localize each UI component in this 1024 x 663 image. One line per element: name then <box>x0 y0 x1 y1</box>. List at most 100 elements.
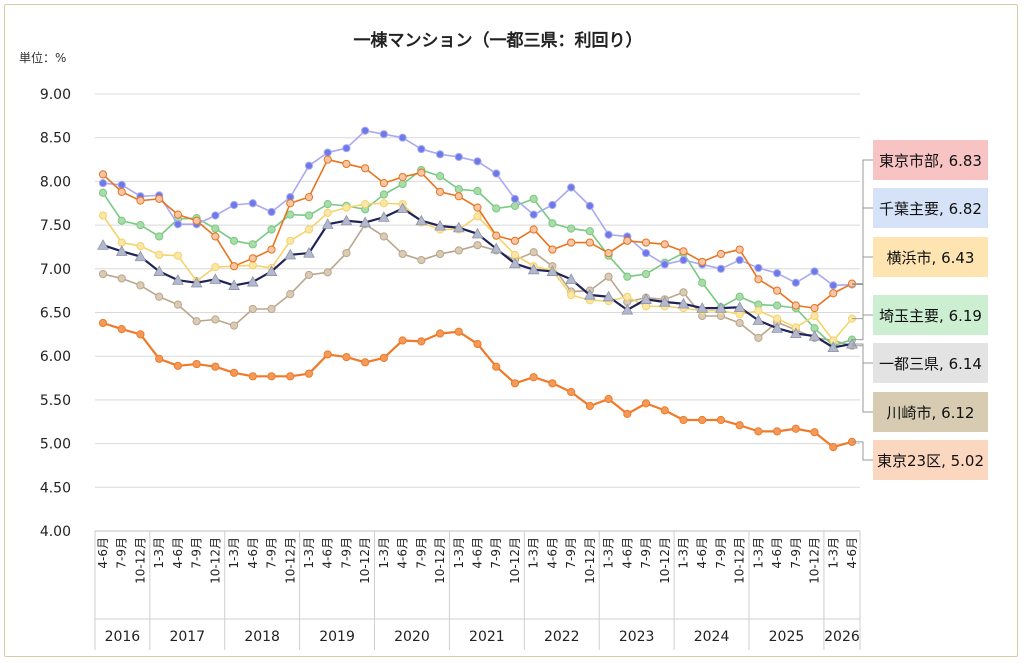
data-point <box>173 361 182 370</box>
x-tick-label: 1-3月 <box>602 537 616 569</box>
x-tick-label: 10-12月 <box>433 537 447 584</box>
data-point <box>565 273 578 284</box>
data-point <box>211 211 220 220</box>
data-point <box>529 225 538 234</box>
data-point <box>304 369 314 378</box>
data-point <box>117 187 126 196</box>
data-point <box>604 394 613 404</box>
data-point <box>548 219 557 228</box>
data-point <box>248 304 257 314</box>
data-point <box>286 372 295 381</box>
data-point <box>379 353 388 363</box>
x-tick-label: 4-6月 <box>620 537 634 569</box>
legend-box <box>873 237 988 277</box>
data-point <box>323 155 332 164</box>
data-point <box>229 368 239 377</box>
data-point <box>473 212 482 221</box>
chart-title: 一棟マンション（一都三県：利回り） <box>354 30 643 51</box>
x-tick-label: 7-9月 <box>339 537 353 569</box>
data-point <box>136 241 145 251</box>
x-tick-label: 7-9月 <box>265 537 279 569</box>
data-point <box>211 315 220 324</box>
data-point <box>286 236 295 245</box>
legend-label: 千葉主要, 6.82 <box>879 200 982 218</box>
x-tick-label: 1-3月 <box>377 537 391 569</box>
data-point <box>641 399 651 408</box>
data-point <box>735 245 744 254</box>
data-point <box>435 187 445 196</box>
data-point <box>623 236 632 245</box>
data-point <box>415 214 428 226</box>
data-point <box>377 211 390 222</box>
data-point <box>211 362 220 371</box>
data-point <box>98 318 108 328</box>
data-point <box>228 279 240 290</box>
data-point <box>490 242 503 254</box>
data-point <box>342 144 351 153</box>
x-tick-label: 1-3月 <box>302 537 316 569</box>
data-point <box>417 144 426 154</box>
data-point <box>827 341 840 353</box>
data-point <box>229 200 239 210</box>
data-point <box>791 301 800 310</box>
data-point <box>660 240 669 249</box>
legend-label: 川崎市, 6.12 <box>887 404 975 422</box>
data-point <box>567 183 576 192</box>
x-tick-label: 4-6月 <box>471 537 485 569</box>
data-point <box>303 247 315 258</box>
data-point <box>810 311 819 321</box>
data-point <box>229 262 239 271</box>
data-point <box>602 290 615 302</box>
data-point <box>155 354 164 363</box>
legend-leader-line <box>852 314 873 341</box>
chart-frame: 一棟マンション（一都三県：利回り） 単位：% 9.00 8.50 8.00 7.50 7… <box>4 4 1018 657</box>
year-label: 2016 <box>105 629 141 645</box>
data-point <box>454 192 463 201</box>
data-point <box>585 227 594 236</box>
data-point <box>136 281 145 290</box>
legend-label: 横浜市, 6.43 <box>887 249 975 267</box>
x-tick-label: 7-9月 <box>789 537 803 569</box>
data-point <box>754 333 763 342</box>
data-point <box>435 249 445 259</box>
data-point <box>698 415 707 425</box>
legend-leader-line <box>852 256 873 320</box>
data-point <box>583 288 596 300</box>
legend-label: 一都三県, 6.14 <box>879 355 982 373</box>
y-tick-label: 8.50 <box>40 131 71 147</box>
data-point <box>473 339 482 349</box>
legend-box <box>873 140 988 180</box>
data-point <box>323 148 332 157</box>
x-tick-label: 4-6月 <box>545 537 559 569</box>
data-point <box>716 415 726 425</box>
data-point <box>398 249 407 259</box>
data-point <box>492 169 501 178</box>
x-tick-label: 4-6月 <box>96 537 110 569</box>
data-point <box>791 278 800 287</box>
data-point <box>342 248 351 258</box>
data-point <box>97 239 109 250</box>
y-tick-label: 4.00 <box>40 524 71 540</box>
data-point <box>473 186 482 196</box>
data-point <box>211 262 220 272</box>
legend-box <box>873 392 988 432</box>
data-point <box>473 241 482 250</box>
data-point <box>398 336 407 345</box>
data-point <box>192 317 201 326</box>
data-point <box>172 274 184 285</box>
data-point <box>435 150 445 159</box>
y-tick-label: 5.00 <box>40 437 71 453</box>
data-point <box>604 248 613 258</box>
data-point <box>696 302 709 313</box>
x-tick-label: 1-3月 <box>227 537 241 569</box>
x-tick-label: 7-9月 <box>115 537 129 569</box>
data-point <box>155 232 164 241</box>
data-point <box>660 260 669 269</box>
x-tick-label: 10-12月 <box>658 537 672 584</box>
data-point <box>679 288 688 297</box>
x-tick-label: 1-3月 <box>826 537 840 569</box>
data-point <box>211 232 220 241</box>
data-point <box>716 249 726 259</box>
data-point <box>567 387 576 397</box>
data-point <box>546 265 559 276</box>
